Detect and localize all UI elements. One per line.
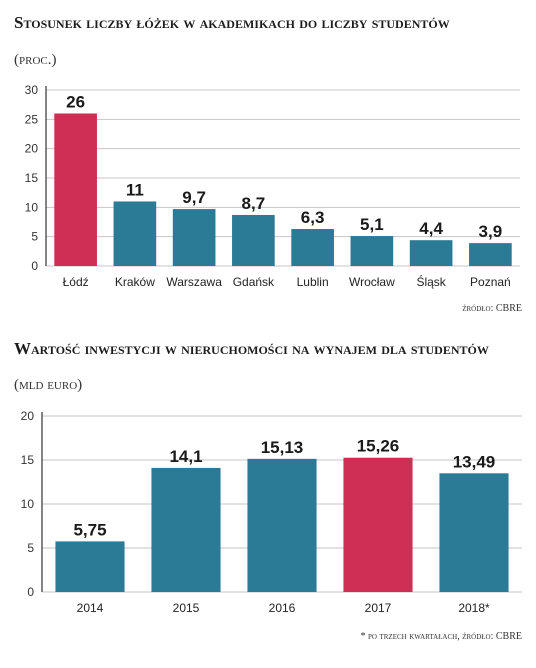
chart2-source: * po trzech kwartałach, źródło: CBRE (360, 631, 522, 642)
chart1-bar (469, 243, 512, 266)
chart1-category-label: Lublin (297, 275, 329, 289)
chart1-y-tick-label: 30 (25, 83, 39, 97)
chart2-y-tick-label: 15 (21, 453, 35, 467)
chart1-value-label: 11 (126, 180, 144, 199)
chart2-y-tick-label: 20 (21, 409, 35, 423)
chart1-bar (232, 214, 275, 266)
chart2-category-label: 2017 (365, 601, 392, 615)
chart1-value-label: 6,3 (301, 208, 325, 227)
chart1-value-label: 9,7 (182, 188, 206, 207)
chart1-y-tick-label: 25 (25, 112, 39, 126)
chart2-value-label: 14,1 (169, 447, 202, 466)
chart1-y-tick-label: 15 (25, 171, 39, 185)
chart1-value-label: 8,7 (242, 194, 266, 213)
chart2-value-label: 15,13 (261, 438, 304, 457)
chart1-title: Stosunek liczby łóżek w akademikach do l… (14, 13, 450, 32)
chart1-bar (113, 201, 157, 266)
chart1-category-label: Wrocław (349, 275, 395, 289)
chart1-category-label: Warszawa (166, 275, 222, 289)
chart2-value-label: 15,26 (357, 437, 400, 456)
chart2-title: Wartość inwestycji w nieruchomości na wy… (14, 339, 489, 358)
chart1-bar (350, 236, 394, 266)
chart1-bar (409, 240, 453, 266)
chart2-category-label: 2018* (458, 601, 490, 615)
chart1-y-tick-label: 5 (31, 230, 38, 244)
chart2-value-label: 13,49 (453, 452, 496, 471)
chart2-y-tick-label: 10 (21, 497, 35, 511)
chart2-plot: 0 5 10 15 20 5,75 2014 14,1 2015 15,13 2016 15,26 20… (21, 409, 522, 615)
chart1-unit: (proc.) (14, 52, 57, 68)
chart2-bar (55, 541, 125, 592)
chart1-bar (172, 209, 216, 266)
chart1-bar (291, 229, 334, 266)
chart1-source: źródło: CBRE (462, 303, 522, 314)
chart2-bar (439, 473, 509, 592)
chart2-unit: (mld euro) (14, 377, 83, 393)
chart2-category-label: 2014 (77, 601, 104, 615)
chart2-y-tick-label: 0 (27, 585, 34, 599)
chart1-y-tick-label: 0 (31, 259, 38, 273)
chart2-bar (247, 458, 317, 592)
chart1-value-label: 5,1 (360, 215, 384, 234)
chart2-category-label: 2015 (173, 601, 200, 615)
chart1-y-tick-label: 10 (25, 200, 39, 214)
chart2-y-tick-label: 5 (27, 541, 34, 555)
chart1-y-tick-label: 20 (25, 142, 39, 156)
chart2-value-label: 5,75 (73, 520, 106, 539)
chart1-category-label: Kraków (115, 275, 155, 289)
chart2-category-label: 2016 (269, 601, 296, 615)
chart1-value-label: 4,4 (419, 219, 443, 238)
chart2-bar (343, 457, 413, 592)
chart1-category-label: Śląsk (416, 274, 446, 289)
chart1-plot: 0 5 10 15 20 25 30 26 Łódź 11 Kraków 9,7 Warszawa 8,7… (25, 83, 520, 289)
chart1-category-label: Poznań (470, 275, 511, 289)
chart2-bar (151, 467, 221, 592)
chart1-category-label: Gdańsk (233, 275, 275, 289)
chart1-category-label: Łódź (63, 275, 89, 289)
chart1-bar (54, 113, 97, 266)
chart1-value-label: 3,9 (479, 222, 503, 241)
chart1-value-label: 26 (66, 92, 85, 111)
